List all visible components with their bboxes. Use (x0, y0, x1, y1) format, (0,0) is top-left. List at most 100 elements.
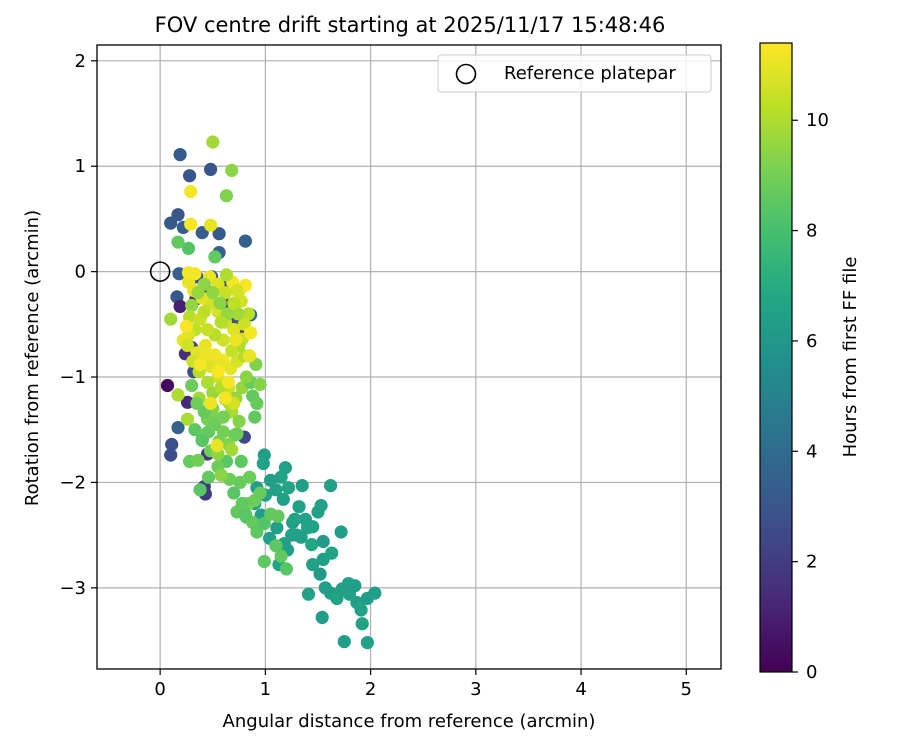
data-point (348, 579, 362, 593)
x-axis-label: Angular distance from reference (arcmin) (223, 711, 596, 732)
colorbar-tick-label: 2 (806, 552, 817, 573)
data-point (231, 307, 245, 321)
data-point (355, 617, 369, 631)
y-tick-label: 2 (75, 51, 86, 72)
data-point (225, 443, 239, 457)
colorbar-ticks: 0 2 4 6 8 10 (792, 110, 829, 683)
data-point (211, 365, 225, 379)
x-tick-label: 0 (154, 679, 165, 700)
reference-point-marker (149, 261, 171, 282)
data-point (238, 507, 252, 521)
data-point (181, 241, 196, 255)
grid (97, 45, 721, 669)
data-point (292, 500, 306, 514)
data-point (230, 427, 244, 441)
data-point (253, 486, 267, 500)
data-point (185, 378, 199, 393)
data-point (184, 184, 198, 199)
data-points (160, 135, 382, 650)
data-point (218, 286, 232, 300)
data-point (179, 319, 193, 333)
data-point (360, 636, 374, 650)
legend-marker (455, 63, 477, 85)
data-point (221, 375, 236, 389)
data-point (206, 135, 220, 149)
data-point (225, 163, 239, 177)
data-point (250, 396, 264, 410)
data-point (305, 538, 319, 552)
x-tick-label: 4 (575, 679, 586, 700)
data-point (173, 299, 187, 313)
data-point (164, 448, 178, 462)
data-point (269, 539, 283, 553)
data-point (241, 307, 256, 321)
data-point (200, 375, 215, 389)
data-point (160, 378, 175, 393)
data-point (368, 586, 382, 600)
data-point (164, 312, 178, 326)
legend-box (437, 54, 712, 93)
y-tick-label: −3 (59, 578, 86, 599)
y-tick-label: −1 (59, 367, 86, 388)
y-axis-ticks: −3 −2 −1 0 1 2 (59, 51, 97, 599)
data-point (238, 234, 252, 248)
data-point (295, 479, 309, 493)
data-point (354, 603, 368, 617)
data-point (271, 509, 285, 523)
data-point (337, 635, 351, 649)
data-point (227, 486, 241, 500)
data-point (181, 266, 196, 280)
data-point (219, 268, 233, 282)
data-point (216, 410, 230, 424)
data-point (248, 410, 262, 424)
data-point (204, 218, 218, 232)
data-point (171, 235, 185, 249)
data-point (213, 296, 227, 310)
data-point (230, 284, 244, 298)
data-point (250, 525, 264, 539)
data-point (279, 562, 293, 576)
data-point (288, 512, 302, 526)
data-point (306, 520, 320, 534)
y-axis-label: Rotation from reference (arcmin) (22, 210, 43, 506)
data-point (239, 370, 253, 384)
data-point (212, 227, 226, 241)
data-point (208, 250, 222, 264)
data-point (171, 421, 185, 435)
data-point (188, 423, 202, 437)
data-point (204, 162, 218, 176)
data-point (185, 298, 199, 312)
data-point (229, 333, 243, 347)
data-point (204, 396, 218, 410)
data-point (325, 546, 339, 560)
colorbar-tick-label: 0 (806, 662, 817, 683)
colorbar-tick-label: 6 (806, 331, 817, 352)
data-point (301, 587, 316, 601)
data-point (253, 377, 267, 391)
data-point (199, 347, 213, 361)
x-tick-label: 5 (681, 679, 692, 700)
data-point (270, 521, 284, 535)
data-point (193, 357, 207, 371)
data-point (201, 470, 216, 484)
data-point (206, 286, 220, 300)
data-point (191, 453, 205, 467)
data-point (195, 433, 209, 447)
plot-area-frame (96, 44, 722, 670)
data-point (235, 496, 249, 511)
y-tick-label: 1 (75, 156, 86, 177)
data-point (324, 479, 338, 493)
data-point (243, 470, 257, 484)
colorbar-tick-label: 4 (806, 441, 817, 462)
data-point (180, 412, 195, 426)
data-point (269, 483, 283, 497)
data-point (306, 558, 320, 572)
data-point (256, 456, 270, 471)
data-point (316, 534, 330, 549)
data-point (197, 305, 211, 319)
data-point (219, 189, 233, 203)
colorbar-tick-label: 10 (806, 110, 829, 131)
data-point (281, 481, 296, 495)
data-point (313, 567, 327, 581)
